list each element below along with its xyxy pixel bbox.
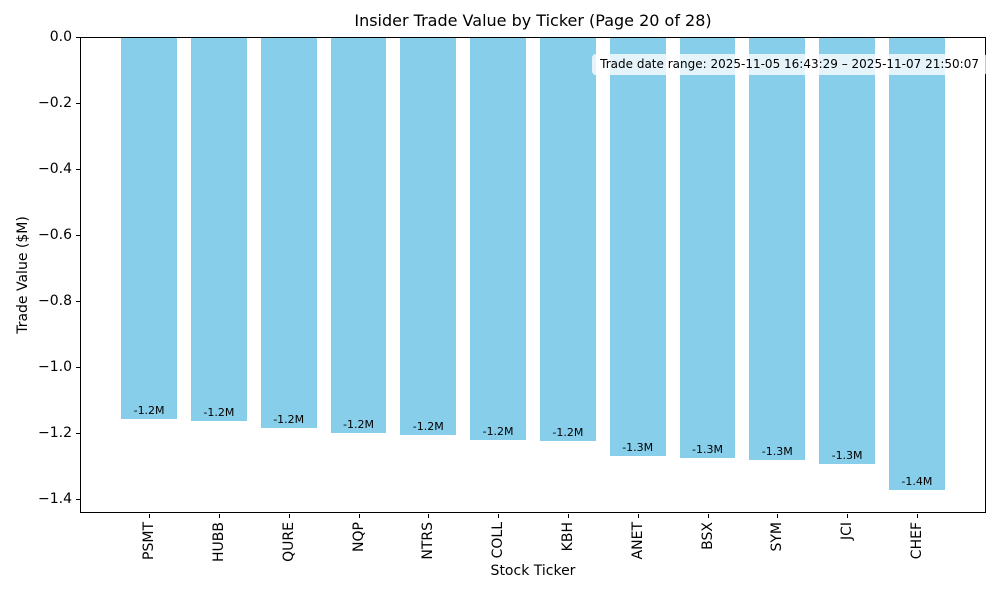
bar-value-label-BSX: -1.3M	[692, 443, 723, 457]
bar-value-label-JCI: -1.3M	[831, 449, 863, 462]
bar-value-label-NTRS: -1.2M	[412, 420, 444, 434]
bar-JCI: -1.3M	[819, 38, 875, 464]
x-tick-SYM	[777, 514, 779, 518]
y-tick-0.0	[76, 37, 80, 38]
x-tick-label-HUBB: HUBB	[210, 522, 227, 562]
y-tick-label-−0.2: −0.2	[38, 95, 72, 111]
x-tick-KBH	[567, 514, 569, 518]
bar-value-label-CHEF: -1.4M	[901, 475, 933, 489]
bar-ANET: -1.3M	[609, 38, 666, 457]
y-tick-−0.2	[76, 103, 80, 104]
bar-value-label-COLL: -1.2M	[482, 424, 514, 438]
bar-value-label-PSMT: -1.2M	[133, 404, 165, 418]
y-tick-label-0.0: 0.0	[49, 29, 72, 45]
y-tick-label-−0.6: −0.6	[38, 227, 72, 243]
x-tick-label-KBH: KBH	[559, 522, 576, 552]
y-tick-−1.0	[76, 367, 80, 368]
chart-title: Insider Trade Value by Ticker (Page 20 o…	[354, 11, 712, 30]
y-tick-−0.8	[76, 301, 80, 302]
x-tick-BSX	[707, 514, 709, 518]
x-tick-NQP	[358, 514, 360, 518]
bar-value-label-ANET: -1.3M	[622, 441, 654, 455]
date-range-annotation: Trade date range: 2025-11-05 16:43:29 – …	[592, 54, 987, 75]
bar-NQP: -1.2M	[330, 38, 387, 434]
y-tick-label-−1.2: −1.2	[38, 425, 72, 441]
x-tick-label-QURE: QURE	[280, 522, 297, 562]
bar-value-label-NQP: -1.2M	[343, 418, 374, 432]
y-tick-label-−0.4: −0.4	[38, 161, 72, 177]
x-tick-HUBB	[218, 514, 220, 518]
plot-area	[80, 37, 986, 513]
x-tick-label-CHEF: CHEF	[908, 522, 925, 560]
bar-KBH: -1.2M	[540, 38, 596, 441]
x-tick-ANET	[637, 514, 639, 518]
y-tick-label-−0.8: −0.8	[38, 293, 72, 309]
bar-value-label-SYM: -1.3M	[761, 445, 793, 459]
bar-value-label-QURE: -1.2M	[273, 412, 305, 426]
x-tick-label-PSMT: PSMT	[141, 522, 158, 560]
y-tick-label-−1.0: −1.0	[38, 359, 72, 375]
x-tick-label-NQP: NQP	[350, 522, 367, 552]
x-tick-PSMT	[149, 514, 151, 518]
x-tick-label-ANET: ANET	[629, 522, 646, 560]
y-tick-−0.6	[76, 235, 80, 236]
x-tick-label-NTRS: NTRS	[420, 522, 437, 560]
bar-value-label-KBH: -1.2M	[552, 425, 584, 439]
bar-SYM: -1.3M	[749, 38, 806, 461]
bar-COLL: -1.2M	[470, 38, 526, 440]
x-tick-label-JCI: JCI	[839, 522, 856, 541]
x-tick-label-SYM: SYM	[769, 522, 786, 552]
bar-value-label-HUBB: -1.2M	[203, 405, 235, 419]
bar-PSMT: -1.2M	[121, 38, 177, 420]
x-axis-label: Stock Ticker	[490, 563, 576, 579]
x-tick-CHEF	[916, 514, 918, 518]
bar-NTRS: -1.2M	[400, 38, 457, 436]
bar-BSX: -1.3M	[679, 38, 736, 459]
y-tick-−0.4	[76, 169, 80, 170]
bar-QURE: -1.2M	[260, 38, 317, 428]
x-tick-COLL	[498, 514, 500, 518]
x-tick-NTRS	[428, 514, 430, 518]
y-axis-label: Trade Value ($M)	[15, 216, 31, 334]
y-tick-label-−1.4: −1.4	[38, 491, 72, 507]
bar-HUBB: -1.2M	[191, 38, 247, 421]
x-tick-QURE	[288, 514, 290, 518]
x-tick-label-COLL: COLL	[490, 522, 507, 559]
y-tick-−1.2	[76, 433, 80, 434]
x-tick-JCI	[847, 514, 849, 518]
bar-CHEF: -1.4M	[889, 38, 945, 491]
y-tick-−1.4	[76, 499, 80, 500]
x-tick-label-BSX: BSX	[699, 522, 716, 550]
